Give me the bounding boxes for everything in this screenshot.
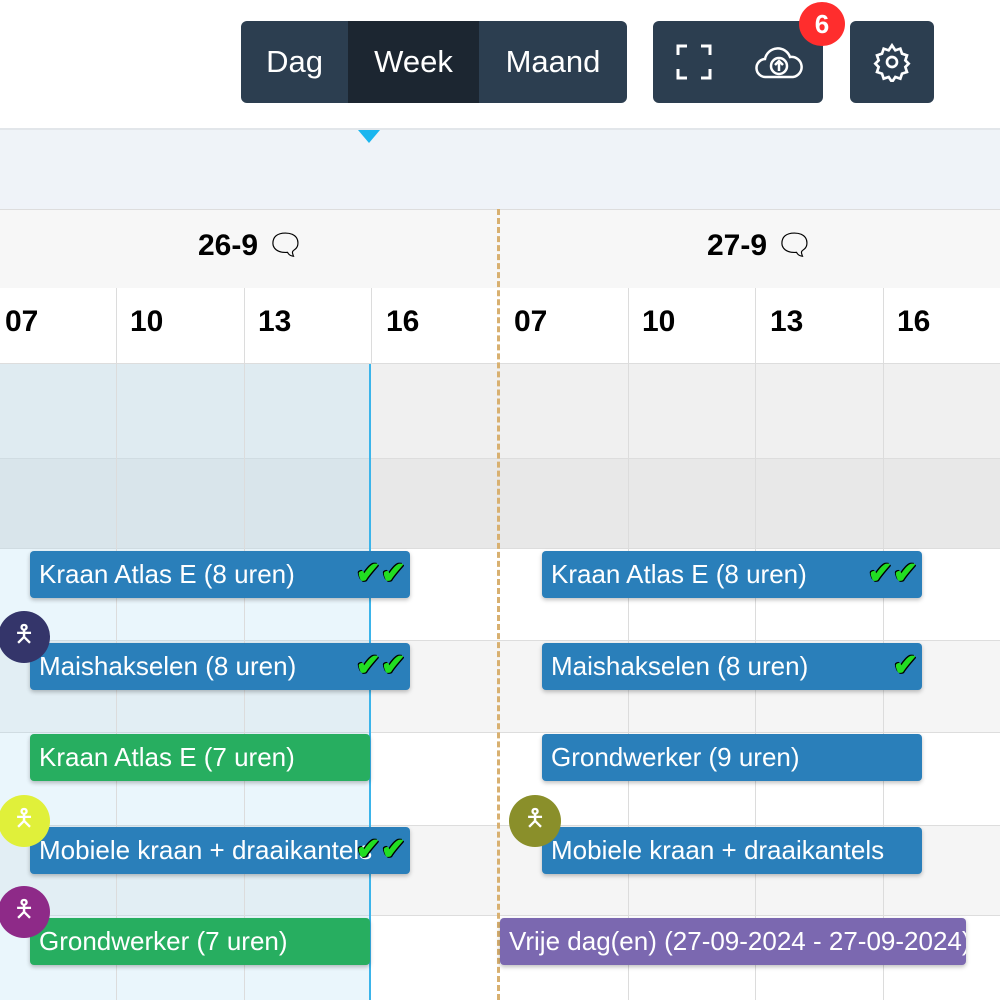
event-bar[interactable]: Kraan Atlas E (8 uren) ✔✔ (542, 551, 922, 598)
comment-icon[interactable]: 🗨 (775, 229, 814, 262)
person-icon: 🯅 (13, 620, 35, 648)
day-divider (497, 209, 500, 1000)
view-switcher: Dag Week Maand (241, 21, 627, 103)
action-group (653, 21, 823, 103)
hour-label: 10 (642, 305, 676, 338)
hour-label: 07 (5, 305, 39, 338)
event-bar[interactable]: Kraan Atlas E (7 uren) (30, 734, 370, 781)
gear-icon (873, 42, 911, 82)
upload-button[interactable] (735, 21, 823, 103)
double-check-icon: ✔✔ (355, 557, 406, 590)
view-week-button[interactable]: Week (348, 21, 479, 103)
double-check-icon: ✔✔ (355, 833, 406, 866)
fullscreen-icon (676, 44, 712, 80)
event-bar[interactable]: Kraan Atlas E (8 uren) ✔✔ (30, 551, 410, 598)
settings-button[interactable] (850, 21, 934, 103)
event-bar[interactable]: Mobiele kraan + draaikantels ✔✔ (30, 827, 410, 874)
event-bar[interactable]: Grondwerker (7 uren) (30, 918, 370, 965)
person-avatar[interactable]: 🯅 (0, 886, 50, 938)
person-avatar[interactable]: 🯅 (0, 611, 50, 663)
event-bar[interactable]: Maishakselen (8 uren) ✔ (542, 643, 922, 690)
current-time-marker (358, 130, 380, 143)
double-check-icon: ✔✔ (867, 557, 918, 590)
hour-label: 16 (897, 305, 931, 338)
day-date: 27-9 🗨 (707, 229, 814, 262)
day-date: 26-9 🗨 (198, 229, 305, 262)
hour-label: 13 (258, 305, 292, 338)
event-bar-leave[interactable]: Vrije dag(en) (27-09-2024 - 27-09-2024) (500, 918, 966, 965)
cloud-upload-icon (755, 47, 803, 79)
date-header (0, 209, 1000, 289)
row (0, 364, 1000, 459)
check-icon: ✔ (892, 649, 918, 682)
event-bar[interactable]: Maishakselen (8 uren) ✔✔ (30, 643, 410, 690)
person-icon: 🯅 (13, 804, 35, 832)
hour-label: 13 (770, 305, 804, 338)
person-icon: 🯅 (524, 804, 546, 832)
double-check-icon: ✔✔ (355, 649, 406, 682)
person-avatar[interactable]: 🯅 (0, 795, 50, 847)
comment-icon[interactable]: 🗨 (266, 229, 305, 262)
person-avatar[interactable]: 🯅 (509, 795, 561, 847)
view-dag-button[interactable]: Dag (266, 44, 323, 79)
event-bar[interactable]: Mobiele kraan + draaikantels (542, 827, 922, 874)
event-bar[interactable]: Grondwerker (9 uren) (542, 734, 922, 781)
fullscreen-button[interactable] (653, 21, 735, 103)
hour-header (0, 288, 1000, 364)
timeline-strip (0, 128, 1000, 212)
hour-label: 07 (514, 305, 548, 338)
view-maand-button[interactable]: Maand (505, 44, 601, 79)
notification-badge: 6 (799, 2, 845, 46)
hour-label: 10 (130, 305, 164, 338)
person-icon: 🯅 (13, 895, 35, 923)
row (0, 459, 1000, 549)
hour-label: 16 (386, 305, 420, 338)
